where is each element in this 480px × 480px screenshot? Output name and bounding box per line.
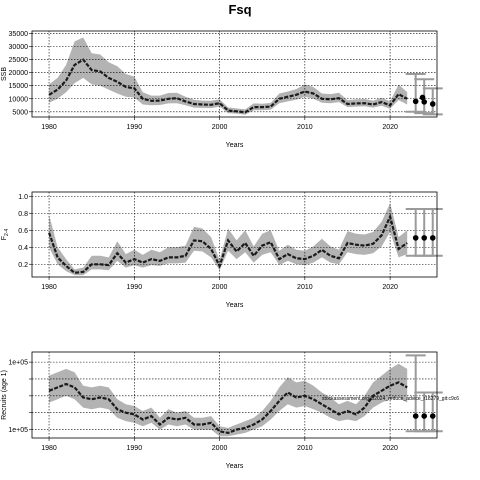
y-tick-label: 0.6 xyxy=(18,228,28,235)
x-tick-label: 2000 xyxy=(212,124,228,131)
x-tick-label: 2000 xyxy=(212,284,228,291)
series-line-estimate xyxy=(48,381,408,435)
confidence-band xyxy=(49,363,408,437)
x-tick-label: 2010 xyxy=(297,124,313,131)
series-line-estimate xyxy=(48,58,408,114)
series-line-estimate xyxy=(48,213,408,274)
plot-frame xyxy=(31,351,438,439)
y-tick-label: 25000 xyxy=(9,57,29,64)
x-tick-label: 1990 xyxy=(127,284,143,291)
y-tick-label: 30000 xyxy=(9,44,29,51)
forecast-point xyxy=(421,413,428,419)
page-title: Fsq xyxy=(228,2,251,17)
forecast-point xyxy=(421,99,428,105)
forecast-point xyxy=(412,235,419,241)
forecast-point xyxy=(429,235,436,241)
x-tick-label: 2000 xyxy=(212,445,228,452)
y-tick-label: 0.2 xyxy=(18,262,28,269)
plot-frame xyxy=(31,191,438,278)
chart-panel-1: 1980 1990 2000 2010 2020 5000 10000 15000 20000 2… xyxy=(1,30,443,149)
x-tick-label: 1990 xyxy=(127,124,143,131)
x-tick-label: 2020 xyxy=(382,124,398,131)
x-tick-label: 2020 xyxy=(382,284,398,291)
forecast-point xyxy=(429,101,436,107)
y-tick-label: 5000 xyxy=(12,109,28,116)
plot-frame xyxy=(31,30,438,118)
y-tick-label: 1.0 xyxy=(18,194,28,201)
forecast-point xyxy=(412,98,419,105)
x-axis-label: Years xyxy=(226,463,244,470)
x-tick-label: 2010 xyxy=(297,445,313,452)
x-tick-label: 2020 xyxy=(382,445,398,452)
y-tick-label: 15000 xyxy=(9,83,29,90)
x-tick-label: 1980 xyxy=(41,445,57,452)
y-axis-label: F2-4 xyxy=(1,229,10,241)
chart-panels: 1980 1990 2000 2010 2020 5000 10000 15000 20000 2… xyxy=(1,30,443,470)
y-axis-label: SSB xyxy=(1,67,8,81)
y-tick-label: 10000 xyxy=(9,96,29,103)
forecast-point xyxy=(429,413,436,419)
forecast-point xyxy=(412,413,419,419)
x-tick-label: 2010 xyxy=(297,284,313,291)
y-tick-label: 1e+05 xyxy=(8,360,28,367)
chart-panel-2: 1980 1990 2000 2010 2020 0.2 0.4 0.6 0.8 1.0 Years… xyxy=(1,191,443,309)
x-axis-label: Years xyxy=(226,142,244,149)
x-tick-label: 1990 xyxy=(127,445,143,452)
y-tick-label: 0.4 xyxy=(18,245,28,252)
x-tick-label: 1980 xyxy=(41,284,57,291)
forecast-point xyxy=(421,235,428,241)
y-tick-label: 20000 xyxy=(9,70,29,77)
y-tick-label: 0.8 xyxy=(18,211,28,218)
y-tick-label: 35000 xyxy=(9,31,29,38)
x-tick-label: 1980 xyxy=(41,124,57,131)
y-axis-label: Recruits (age 1) xyxy=(1,370,8,420)
chart-panel-3: 1980 1990 2000 2010 2020 1e+05 1e+05 Years Recru… xyxy=(1,351,443,470)
x-axis-label: Years xyxy=(226,302,244,309)
forecast-point xyxy=(419,94,426,101)
y-tick-label: 1e+05 xyxy=(8,427,28,434)
watermark-text: stockassessment.org/sf2024_reduce_advice… xyxy=(322,396,459,402)
